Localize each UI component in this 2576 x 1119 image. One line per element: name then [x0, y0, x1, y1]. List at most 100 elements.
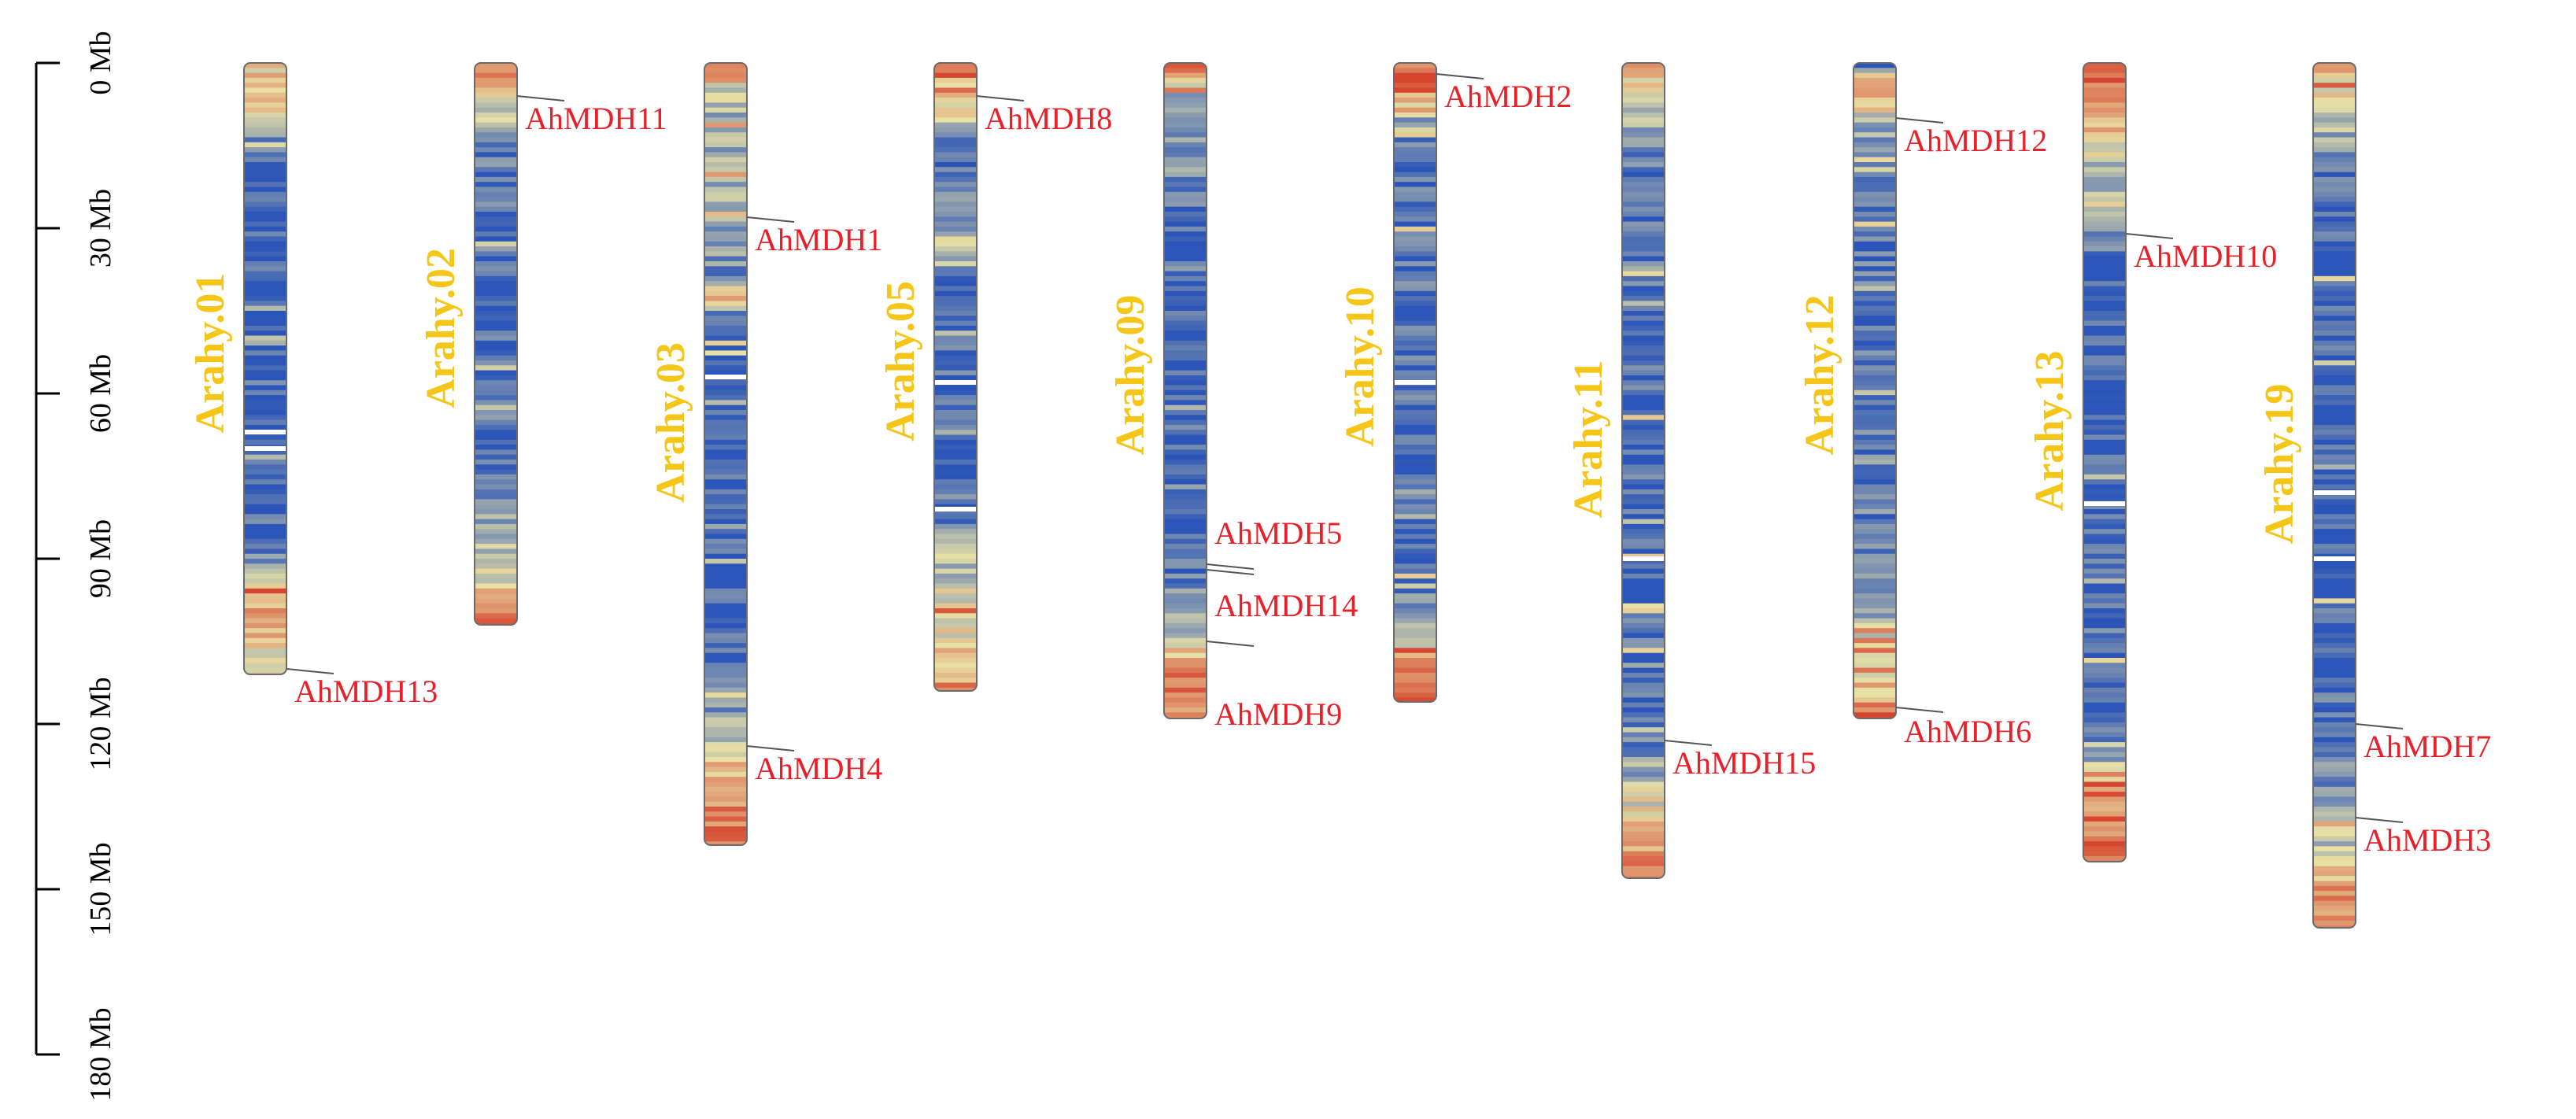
- density-band: [2313, 454, 2356, 460]
- density-band: [2313, 678, 2356, 684]
- density-band: [704, 311, 747, 317]
- density-band: [934, 72, 977, 79]
- density-band: [1853, 98, 1896, 104]
- density-band: [475, 72, 517, 79]
- density-band: [1622, 648, 1665, 654]
- density-band: [2083, 851, 2126, 857]
- density-band: [1164, 281, 1207, 287]
- density-band: [1853, 275, 1896, 282]
- density-band: [244, 122, 286, 128]
- density-band: [2313, 191, 2356, 198]
- density-band: [1622, 454, 1665, 460]
- density-band: [2313, 618, 2356, 624]
- density-band: [2313, 107, 2356, 113]
- density-band: [2083, 771, 2126, 777]
- density-band: [704, 474, 747, 480]
- density-band: [934, 87, 977, 94]
- axis-tick-label: 30 Mb: [84, 189, 117, 268]
- density-band: [1394, 172, 1436, 178]
- density-band: [2313, 355, 2356, 361]
- density-band: [1164, 286, 1207, 292]
- density-band: [704, 172, 747, 178]
- density-band: [1622, 449, 1665, 456]
- density-band: [1622, 92, 1665, 98]
- density-band: [934, 221, 977, 227]
- density-band: [244, 395, 286, 401]
- density-band: [1622, 652, 1665, 659]
- density-band: [704, 290, 747, 297]
- assembly-gap: [2313, 490, 2356, 495]
- density-band: [934, 132, 977, 138]
- density-band: [2083, 707, 2126, 714]
- density-band: [2313, 390, 2356, 396]
- chromosome-outline: [2083, 62, 2127, 862]
- density-band: [934, 410, 977, 416]
- density-band: [1394, 499, 1436, 505]
- density-band: [704, 544, 747, 550]
- density-band: [2313, 509, 2356, 515]
- density-band: [934, 370, 977, 376]
- density-band: [244, 92, 286, 98]
- density-band: [1622, 290, 1665, 297]
- density-band: [1164, 380, 1207, 386]
- density-band: [1394, 678, 1436, 684]
- gene-leader-line: [1895, 117, 1944, 124]
- density-band: [1394, 311, 1436, 317]
- density-band: [1622, 350, 1665, 356]
- density-band: [1164, 316, 1207, 322]
- density-band: [2083, 197, 2126, 203]
- density-band: [1622, 221, 1665, 227]
- density-band: [475, 311, 517, 317]
- density-band: [1622, 707, 1665, 714]
- density-band: [1394, 231, 1436, 238]
- density-band: [475, 390, 517, 396]
- density-band: [1164, 454, 1207, 460]
- density-band: [244, 360, 286, 367]
- chromosome-name: Arahy.11: [1566, 360, 1611, 519]
- density-band: [2083, 186, 2126, 193]
- density-band: [1853, 553, 1896, 560]
- density-band: [934, 77, 977, 83]
- density-band: [1622, 271, 1665, 277]
- density-band: [934, 316, 977, 322]
- density-band: [2313, 777, 2356, 783]
- density-band: [1853, 216, 1896, 223]
- axis-tick-label: 90 Mb: [84, 519, 117, 598]
- density-band: [2083, 241, 2126, 247]
- density-band: [1622, 479, 1665, 486]
- density-band: [475, 509, 517, 515]
- density-band: [475, 197, 517, 203]
- density-band: [2313, 915, 2356, 921]
- gene-leader-line: [286, 668, 334, 674]
- density-band: [1853, 672, 1896, 678]
- density-band: [244, 658, 286, 664]
- density-band: [1394, 102, 1436, 109]
- density-band: [2083, 836, 2126, 842]
- density-band: [475, 261, 517, 268]
- axis-tick-label: 120 Mb: [84, 677, 117, 770]
- density-band: [1622, 618, 1665, 624]
- density-band: [1164, 652, 1207, 659]
- density-band: [2083, 167, 2126, 173]
- density-band: [1853, 568, 1896, 574]
- density-band: [2313, 766, 2356, 773]
- density-band: [704, 439, 747, 445]
- chromosome-outline: [1163, 62, 1207, 719]
- chromosome-c13: Arahy.13 AhMDH10: [2027, 62, 2277, 862]
- density-band: [2313, 147, 2356, 153]
- density-band: [1164, 301, 1207, 307]
- density-band: [1622, 430, 1665, 436]
- density-band: [1622, 186, 1665, 193]
- density-band: [2313, 514, 2356, 520]
- density-band: [1622, 72, 1665, 79]
- density-band: [1394, 251, 1436, 257]
- density-band: [2083, 127, 2126, 133]
- density-band: [1164, 360, 1207, 367]
- density-band: [244, 514, 286, 520]
- density-band: [934, 127, 977, 133]
- density-band: [704, 637, 747, 644]
- density-band: [1394, 266, 1436, 272]
- assembly-gap: [1394, 380, 1436, 385]
- density-band: [934, 83, 977, 89]
- density-band: [1622, 157, 1665, 163]
